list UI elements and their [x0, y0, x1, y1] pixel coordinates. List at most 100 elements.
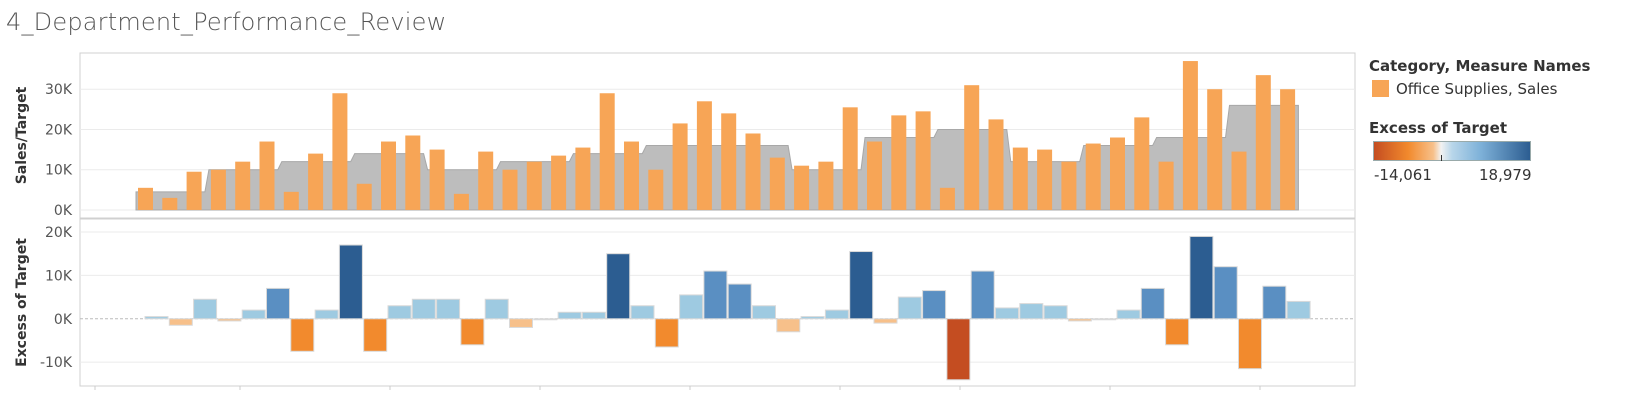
sales-bar: [551, 155, 567, 210]
sales-bar: [769, 157, 785, 210]
excess-bar: [266, 287, 290, 320]
excess-bar: [387, 305, 412, 320]
sales-bar: [502, 169, 518, 210]
excess-bar: [606, 253, 631, 320]
sales-bar: [939, 187, 955, 210]
excess-tick-label: -10K: [40, 355, 73, 371]
excess-bar: [1019, 303, 1044, 320]
excess-bar: [314, 309, 339, 320]
excess-panel: -10K 0K 10K 20K Excess of Target: [14, 218, 1356, 390]
sales-bar: [842, 107, 858, 210]
excess-bar: [946, 318, 971, 381]
excess-bar: [168, 318, 193, 326]
sales-bar: [1207, 89, 1223, 210]
sales-bar: [1037, 149, 1053, 210]
excess-bar: [1262, 285, 1287, 320]
excess-bar: [630, 305, 655, 320]
excess-bar: [557, 311, 582, 320]
excess-tick-label: 20K: [45, 225, 73, 241]
excess-bar: [995, 307, 1019, 320]
sales-bar: [356, 183, 372, 210]
excess-bar: [727, 283, 752, 320]
excess-bar: [824, 309, 849, 320]
excess-bar: [411, 298, 436, 320]
sales-bar: [745, 133, 761, 210]
excess-bar: [484, 298, 509, 320]
excess-bar: [922, 290, 947, 320]
sales-bar: [332, 93, 348, 210]
sales-bar: [453, 193, 469, 210]
sales-bar: [1012, 147, 1028, 210]
sales-bar: [259, 141, 275, 210]
sales-bar: [308, 153, 324, 210]
excess-bar: [1140, 287, 1165, 320]
excess-bar: [193, 298, 218, 320]
excess-bar: [873, 318, 898, 324]
excess-bar: [1238, 318, 1262, 370]
excess-bar: [970, 270, 995, 320]
sales-tick-label: 10K: [45, 163, 73, 179]
excess-bar: [752, 305, 776, 320]
excess-bar: [460, 318, 485, 346]
page-title: 4_Department_Performance_Review: [6, 8, 447, 36]
sales-bar: [429, 149, 445, 210]
sales-bar: [1231, 151, 1247, 210]
excess-bar: [679, 294, 704, 320]
excess-bar: [241, 309, 266, 320]
sales-bar: [599, 93, 615, 210]
excess-bar: [533, 318, 558, 321]
excess-bar: [703, 270, 728, 320]
excess-bar: [144, 316, 169, 320]
sales-bar: [405, 135, 421, 210]
sales-bar: [1280, 89, 1296, 210]
excess-bar: [338, 244, 363, 320]
legend-excess-title: Excess of Target: [1369, 119, 1508, 137]
legend-category-title: Category, Measure Names: [1369, 57, 1591, 75]
sales-tick-label: 0K: [54, 203, 73, 219]
sales-panel: 0K 10K 20K 30K Sales/Target: [14, 52, 1356, 219]
sales-bar: [624, 141, 639, 210]
sales-bar: [1085, 143, 1101, 210]
excess-bar: [776, 318, 801, 333]
sales-bar: [210, 169, 226, 210]
sales-bar: [648, 169, 664, 210]
excess-bar: [849, 251, 874, 320]
excess-color-ramp-zero-marker: [1441, 155, 1442, 161]
excess-panel-frame: [79, 218, 1356, 387]
excess-bar: [436, 298, 461, 320]
sales-bar: [235, 161, 251, 210]
sales-bar: [526, 161, 542, 210]
excess-max-label: 18,979: [1479, 166, 1532, 184]
sales-bar: [138, 187, 153, 210]
sales-bar: [575, 147, 591, 210]
excess-bar: [654, 318, 679, 348]
excess-tick-label: 10K: [45, 268, 73, 284]
sales-bar: [1255, 75, 1271, 210]
sales-bar: [721, 113, 737, 210]
excess-color-ramp: [1373, 141, 1531, 161]
sales-bar: [1182, 61, 1198, 210]
excess-axis-title: Excess of Target: [14, 238, 30, 367]
excess-bar: [509, 318, 533, 328]
excess-bar: [1043, 305, 1068, 320]
excess-bar: [1213, 266, 1238, 320]
sales-bar: [186, 171, 202, 210]
excess-tick-label: 0K: [54, 312, 73, 328]
sales-bar: [162, 197, 178, 210]
legend-swatch-office-supplies: [1372, 80, 1389, 97]
sales-panel-frame: [79, 52, 1356, 219]
excess-bar: [1286, 300, 1311, 320]
excess-bar: [1092, 318, 1117, 321]
sales-bar: [672, 123, 688, 210]
sales-bar: [696, 101, 712, 210]
sales-bar: [964, 85, 980, 210]
excess-bar: [581, 311, 606, 320]
excess-bar: [897, 296, 922, 320]
legend-item-office-supplies[interactable]: Office Supplies, Sales: [1396, 80, 1558, 98]
sales-bar: [818, 161, 834, 210]
sales-tick-label: 30K: [45, 82, 73, 98]
sales-bar: [381, 141, 396, 210]
excess-bar: [1189, 235, 1214, 320]
sales-axis-title: Sales/Target: [14, 86, 30, 184]
